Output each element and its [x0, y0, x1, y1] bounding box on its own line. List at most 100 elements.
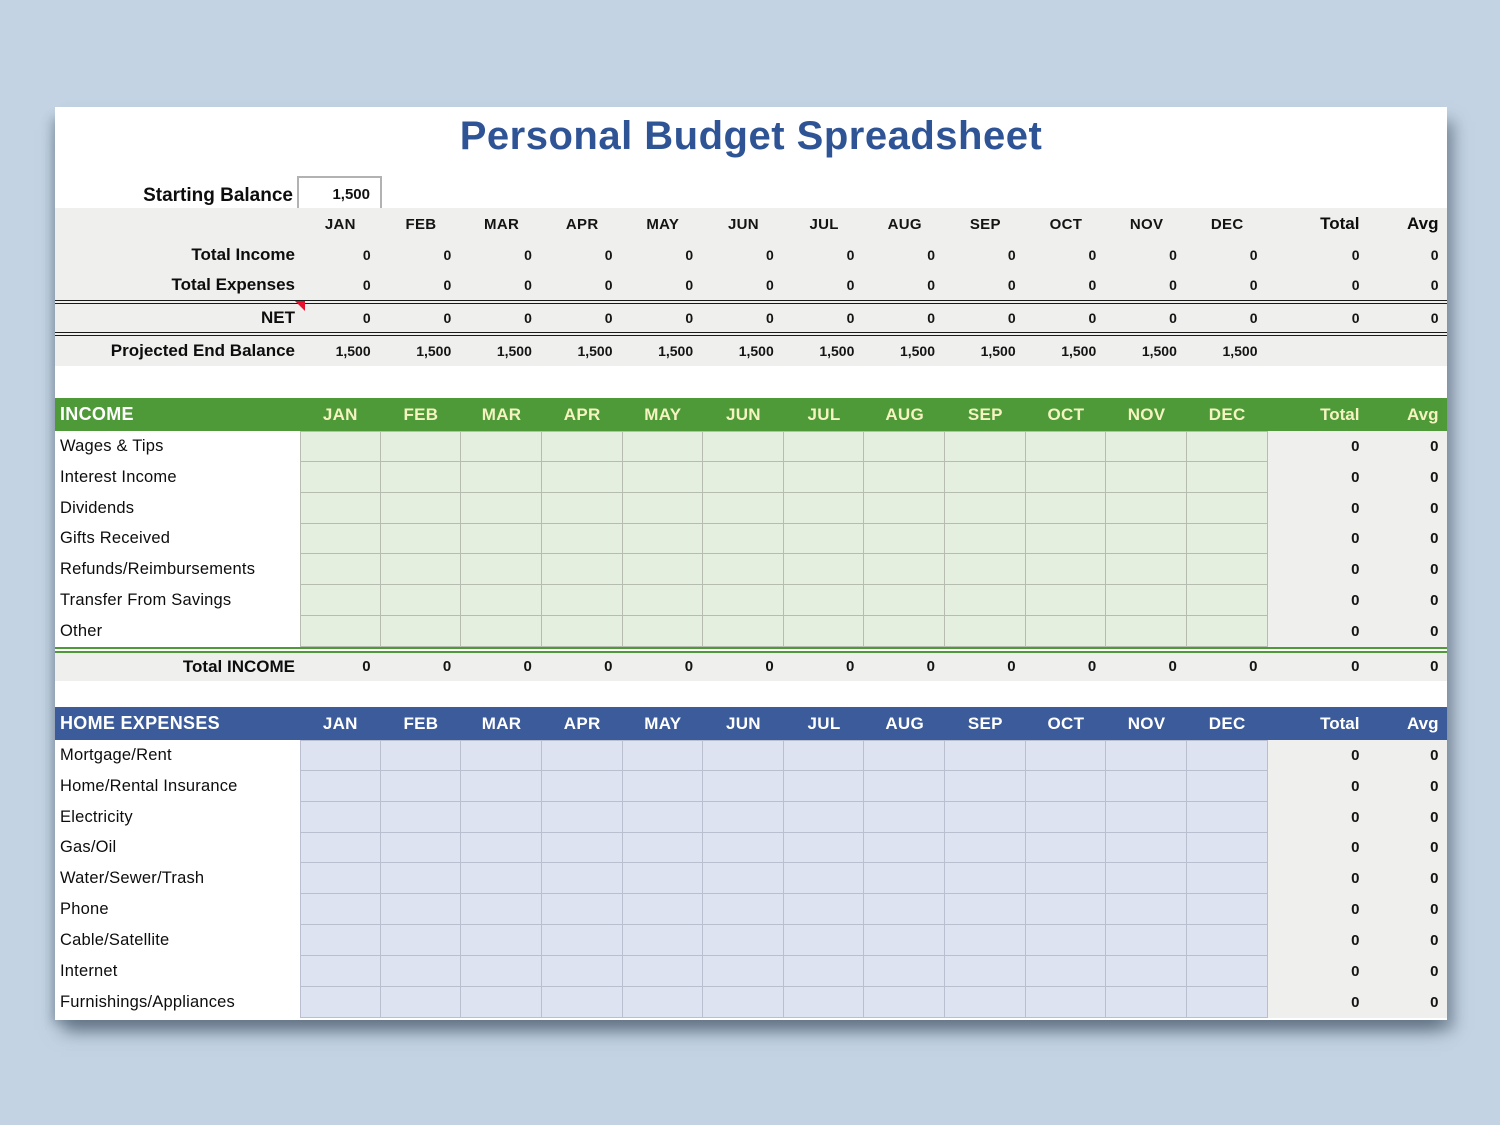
income-cell-refunds-reimbursements-jan[interactable] — [300, 554, 381, 586]
expenses-cell-phone-oct[interactable] — [1025, 894, 1107, 926]
income-cell-transfer-from-savings-sep[interactable] — [945, 585, 1026, 617]
income-cell-refunds-reimbursements-feb[interactable] — [380, 554, 462, 586]
expenses-cell-mortgage-rent-nov[interactable] — [1106, 740, 1187, 771]
income-cell-interest-income-mar[interactable] — [461, 461, 542, 493]
expenses-cell-furnishings-appliances-nov[interactable] — [1106, 986, 1187, 1018]
expenses-cell-gas-oil-dec[interactable] — [1186, 832, 1268, 864]
income-cell-other-apr[interactable] — [541, 616, 623, 647]
income-cell-other-dec[interactable] — [1186, 616, 1268, 647]
income-cell-dividends-mar[interactable] — [461, 492, 542, 524]
income-cell-other-mar[interactable] — [461, 616, 542, 647]
expenses-cell-cable-satellite-aug[interactable] — [864, 925, 945, 956]
expenses-cell-water-sewer-trash-feb[interactable] — [380, 863, 462, 895]
expenses-cell-furnishings-appliances-may[interactable] — [622, 986, 704, 1018]
expenses-cell-gas-oil-mar[interactable] — [461, 832, 542, 864]
expenses-cell-electricity-may[interactable] — [622, 801, 704, 833]
expenses-cell-phone-feb[interactable] — [380, 894, 462, 926]
expenses-cell-gas-oil-oct[interactable] — [1025, 832, 1107, 864]
expenses-cell-internet-aug[interactable] — [864, 955, 945, 987]
expenses-cell-cable-satellite-apr[interactable] — [541, 925, 623, 956]
expenses-cell-electricity-sep[interactable] — [945, 801, 1026, 833]
expenses-cell-phone-sep[interactable] — [945, 894, 1026, 926]
expenses-cell-internet-sep[interactable] — [945, 955, 1026, 987]
expenses-cell-water-sewer-trash-oct[interactable] — [1025, 863, 1107, 895]
expenses-cell-furnishings-appliances-oct[interactable] — [1025, 986, 1107, 1018]
expenses-cell-electricity-mar[interactable] — [461, 801, 542, 833]
income-cell-refunds-reimbursements-aug[interactable] — [864, 554, 945, 586]
expenses-cell-electricity-jul[interactable] — [783, 801, 865, 833]
expenses-cell-home-rental-insurance-jun[interactable] — [703, 770, 784, 802]
income-cell-wages-tips-mar[interactable] — [461, 431, 542, 462]
income-cell-wages-tips-sep[interactable] — [945, 431, 1026, 462]
income-cell-transfer-from-savings-aug[interactable] — [864, 585, 945, 617]
income-cell-wages-tips-oct[interactable] — [1025, 431, 1107, 462]
income-cell-gifts-received-nov[interactable] — [1106, 523, 1187, 555]
expenses-cell-furnishings-appliances-jan[interactable] — [300, 986, 381, 1018]
income-cell-wages-tips-feb[interactable] — [380, 431, 462, 462]
expenses-cell-cable-satellite-may[interactable] — [622, 925, 704, 956]
income-cell-other-jun[interactable] — [703, 616, 784, 647]
income-cell-dividends-jan[interactable] — [300, 492, 381, 524]
expenses-cell-internet-jan[interactable] — [300, 955, 381, 987]
expenses-cell-mortgage-rent-jan[interactable] — [300, 740, 381, 771]
income-cell-interest-income-jun[interactable] — [703, 461, 784, 493]
expenses-cell-electricity-apr[interactable] — [541, 801, 623, 833]
income-cell-transfer-from-savings-apr[interactable] — [541, 585, 623, 617]
income-cell-wages-tips-aug[interactable] — [864, 431, 945, 462]
expenses-cell-cable-satellite-sep[interactable] — [945, 925, 1026, 956]
income-cell-wages-tips-nov[interactable] — [1106, 431, 1187, 462]
expenses-cell-gas-oil-jul[interactable] — [783, 832, 865, 864]
expenses-cell-furnishings-appliances-jul[interactable] — [783, 986, 865, 1018]
expenses-cell-furnishings-appliances-dec[interactable] — [1186, 986, 1268, 1018]
expenses-cell-internet-oct[interactable] — [1025, 955, 1107, 987]
expenses-cell-water-sewer-trash-may[interactable] — [622, 863, 704, 895]
income-cell-interest-income-apr[interactable] — [541, 461, 623, 493]
income-cell-refunds-reimbursements-jun[interactable] — [703, 554, 784, 586]
expenses-cell-gas-oil-feb[interactable] — [380, 832, 462, 864]
income-cell-gifts-received-jul[interactable] — [783, 523, 865, 555]
income-cell-gifts-received-may[interactable] — [622, 523, 704, 555]
expenses-cell-phone-nov[interactable] — [1106, 894, 1187, 926]
expenses-cell-phone-jun[interactable] — [703, 894, 784, 926]
income-cell-transfer-from-savings-oct[interactable] — [1025, 585, 1107, 617]
expenses-cell-furnishings-appliances-apr[interactable] — [541, 986, 623, 1018]
income-cell-wages-tips-jul[interactable] — [783, 431, 865, 462]
expenses-cell-internet-nov[interactable] — [1106, 955, 1187, 987]
expenses-cell-home-rental-insurance-jul[interactable] — [783, 770, 865, 802]
income-cell-refunds-reimbursements-sep[interactable] — [945, 554, 1026, 586]
income-cell-other-nov[interactable] — [1106, 616, 1187, 647]
income-cell-transfer-from-savings-jul[interactable] — [783, 585, 865, 617]
expenses-cell-mortgage-rent-jul[interactable] — [783, 740, 865, 771]
expenses-cell-phone-jul[interactable] — [783, 894, 865, 926]
expenses-cell-mortgage-rent-mar[interactable] — [461, 740, 542, 771]
expenses-cell-gas-oil-may[interactable] — [622, 832, 704, 864]
expenses-cell-phone-aug[interactable] — [864, 894, 945, 926]
income-cell-interest-income-jul[interactable] — [783, 461, 865, 493]
expenses-cell-electricity-feb[interactable] — [380, 801, 462, 833]
income-cell-dividends-may[interactable] — [622, 492, 704, 524]
expenses-cell-mortgage-rent-dec[interactable] — [1186, 740, 1268, 771]
expenses-cell-water-sewer-trash-dec[interactable] — [1186, 863, 1268, 895]
income-cell-dividends-apr[interactable] — [541, 492, 623, 524]
expenses-cell-electricity-aug[interactable] — [864, 801, 945, 833]
expenses-cell-water-sewer-trash-apr[interactable] — [541, 863, 623, 895]
income-cell-dividends-dec[interactable] — [1186, 492, 1268, 524]
income-cell-interest-income-may[interactable] — [622, 461, 704, 493]
income-cell-gifts-received-jun[interactable] — [703, 523, 784, 555]
expenses-cell-furnishings-appliances-feb[interactable] — [380, 986, 462, 1018]
income-cell-other-jan[interactable] — [300, 616, 381, 647]
starting-balance-input[interactable]: 1,500 — [297, 176, 382, 213]
expenses-cell-cable-satellite-jun[interactable] — [703, 925, 784, 956]
expenses-cell-furnishings-appliances-aug[interactable] — [864, 986, 945, 1018]
income-cell-interest-income-aug[interactable] — [864, 461, 945, 493]
income-cell-refunds-reimbursements-oct[interactable] — [1025, 554, 1107, 586]
expenses-cell-internet-jun[interactable] — [703, 955, 784, 987]
expenses-cell-home-rental-insurance-sep[interactable] — [945, 770, 1026, 802]
expenses-cell-home-rental-insurance-nov[interactable] — [1106, 770, 1187, 802]
expenses-cell-cable-satellite-oct[interactable] — [1025, 925, 1107, 956]
income-cell-other-aug[interactable] — [864, 616, 945, 647]
income-cell-transfer-from-savings-mar[interactable] — [461, 585, 542, 617]
expenses-cell-home-rental-insurance-feb[interactable] — [380, 770, 462, 802]
expenses-cell-water-sewer-trash-jul[interactable] — [783, 863, 865, 895]
expenses-cell-internet-dec[interactable] — [1186, 955, 1268, 987]
